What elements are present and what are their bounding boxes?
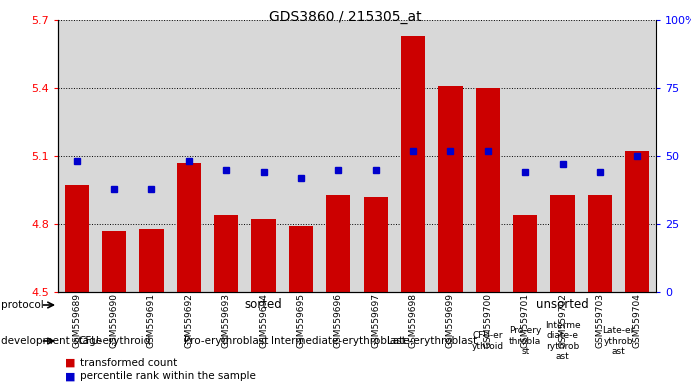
Bar bbox=[551, 195, 575, 292]
Text: CFU-er
ythroid: CFU-er ythroid bbox=[472, 331, 504, 351]
Text: GDS3860 / 215305_at: GDS3860 / 215305_at bbox=[269, 10, 422, 23]
Bar bbox=[625, 151, 650, 292]
Bar bbox=[401, 36, 425, 292]
Text: development stage: development stage bbox=[1, 336, 102, 346]
Bar bbox=[438, 86, 462, 292]
Bar bbox=[588, 195, 612, 292]
Bar bbox=[214, 215, 238, 292]
Bar bbox=[326, 195, 350, 292]
Text: CFU-erythroid: CFU-erythroid bbox=[78, 336, 150, 346]
Bar bbox=[513, 215, 538, 292]
Bar bbox=[475, 88, 500, 292]
Bar bbox=[252, 220, 276, 292]
Text: Interme
diate-e
rythrob
ast: Interme diate-e rythrob ast bbox=[545, 321, 580, 361]
Bar bbox=[140, 228, 164, 292]
Bar bbox=[177, 163, 201, 292]
Bar bbox=[289, 226, 313, 292]
Text: percentile rank within the sample: percentile rank within the sample bbox=[80, 371, 256, 381]
Text: Pro-erythroblast: Pro-erythroblast bbox=[184, 336, 268, 346]
Bar bbox=[102, 231, 126, 292]
Text: protocol: protocol bbox=[1, 300, 44, 310]
Text: ■: ■ bbox=[65, 371, 75, 381]
Text: unsorted: unsorted bbox=[536, 298, 589, 311]
Text: Late-erythroblast: Late-erythroblast bbox=[387, 336, 477, 346]
Text: ■: ■ bbox=[65, 358, 75, 368]
Bar bbox=[64, 185, 89, 292]
Text: Late-er
ythrob
ast: Late-er ythrob ast bbox=[603, 326, 635, 356]
Text: Intermediate-erythroblast: Intermediate-erythroblast bbox=[271, 336, 406, 346]
Text: sorted: sorted bbox=[245, 298, 283, 311]
Text: Pro-ery
throbla
st: Pro-ery throbla st bbox=[509, 326, 541, 356]
Text: transformed count: transformed count bbox=[80, 358, 178, 368]
Bar bbox=[363, 197, 388, 292]
